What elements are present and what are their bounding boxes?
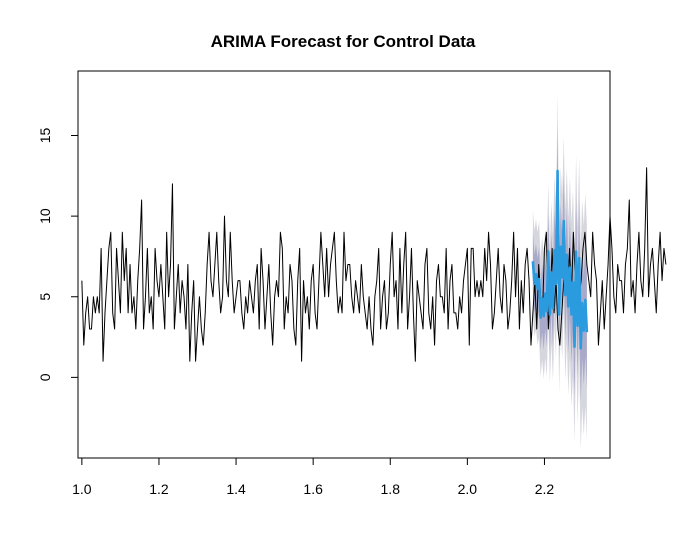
data-series [81, 167, 667, 362]
y-tick-label: 15 [37, 128, 53, 144]
y-axis: 0 5 10 15 [37, 128, 79, 381]
x-axis: 1.0 1.2 1.4 1.6 1.8 2.0 2.2 [72, 457, 555, 497]
x-tick-label: 1.6 [303, 481, 323, 497]
plot-frame [77, 70, 611, 459]
y-tick-label: 0 [37, 373, 53, 381]
x-tick-label: 1.0 [72, 481, 92, 497]
x-tick-label: 2.0 [458, 481, 478, 497]
y-tick-label: 10 [37, 208, 53, 224]
forecast-series-line [531, 169, 589, 350]
x-tick-label: 1.2 [149, 481, 169, 497]
chart-title: ARIMA Forecast for Control Data [211, 32, 476, 51]
x-tick-label: 1.4 [226, 481, 246, 497]
y-tick-label: 5 [37, 293, 53, 301]
x-tick-label: 1.8 [381, 481, 401, 497]
x-tick-label: 2.2 [535, 481, 555, 497]
